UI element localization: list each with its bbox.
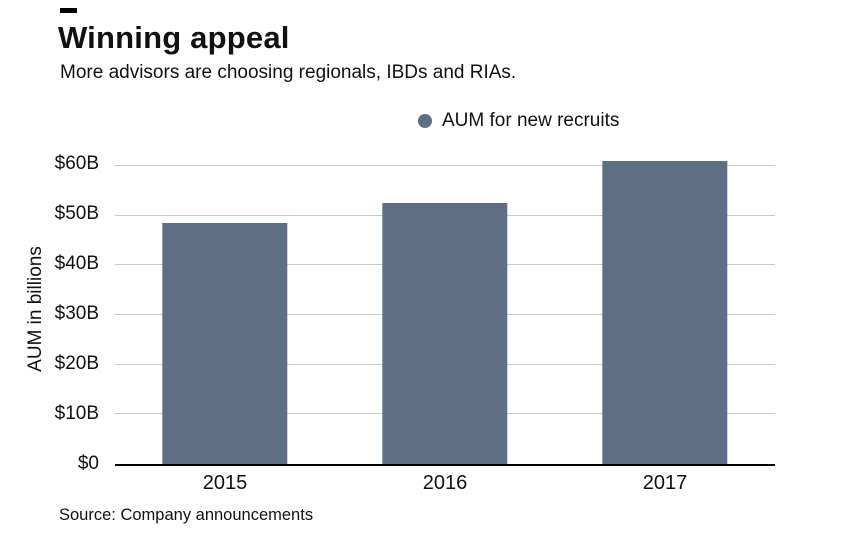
bar-chart: AUM in billions $0 $10B $20B $30B $40B $50B $6…: [0, 151, 844, 494]
chart-title: Winning appeal: [58, 20, 290, 55]
bar-slot: 2016: [335, 151, 555, 494]
legend: AUM for new recruits: [418, 110, 619, 132]
y-tick-label: $40B: [54, 253, 99, 275]
bar-slot: 2017: [555, 151, 775, 494]
legend-label: AUM for new recruits: [442, 110, 620, 131]
x-tick-label: 2015: [202, 472, 248, 494]
bar-slot: 2015: [115, 151, 335, 494]
plot-area: 2015 2016 2017: [115, 151, 775, 494]
y-tick-label: $50B: [54, 203, 99, 225]
y-tick-label: $30B: [54, 303, 99, 325]
x-tick-label: 2017: [642, 472, 688, 494]
x-tick-label: 2016: [422, 472, 468, 494]
legend-dot-icon: [418, 114, 432, 128]
bars: 2015 2016 2017: [115, 151, 775, 494]
y-tick-label: $60B: [54, 153, 99, 175]
gridline: [115, 164, 775, 166]
y-tick-label: $0: [77, 453, 99, 475]
source-note: Source: Company announcements: [59, 506, 314, 524]
y-tick-label: $10B: [54, 403, 99, 425]
top-accent-tick: [60, 8, 77, 13]
y-tick-label: $20B: [54, 353, 99, 375]
bar-2017: [602, 160, 728, 464]
chart-subtitle: More advisors are choosing regionals, IB…: [60, 62, 517, 83]
bar-2015: [162, 223, 288, 464]
y-axis-ticks: $0 $10B $20B $30B $40B $50B $60B: [0, 151, 107, 474]
bar-2016: [382, 203, 508, 464]
